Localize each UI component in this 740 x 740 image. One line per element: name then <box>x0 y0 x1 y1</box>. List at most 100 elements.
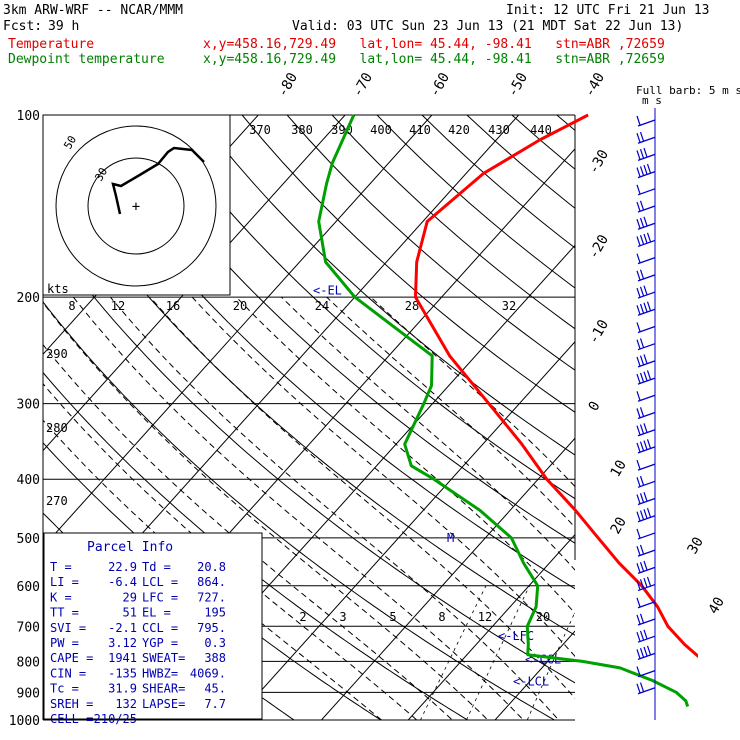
level-marker-el: <-EL <box>313 283 342 297</box>
wind-barb <box>636 560 656 574</box>
barb-feather <box>639 166 645 176</box>
pressure-tick-label: 200 <box>17 291 40 306</box>
parcel-value: 7.7 <box>204 697 226 711</box>
dry-adiabat <box>43 229 575 684</box>
barb-shaft <box>637 549 656 557</box>
wind-barbs: Full barb: 5 m sm s <box>636 84 740 720</box>
barb-shaft <box>637 566 656 574</box>
barb-feather <box>643 509 648 519</box>
barb-feather <box>643 233 648 244</box>
barb-shaft <box>637 136 656 144</box>
wind-barb <box>636 629 656 643</box>
barb-shaft <box>637 394 656 402</box>
wind-barb <box>636 322 656 334</box>
mixing-ratio-label: 12 <box>478 610 492 624</box>
dry-adiabat <box>43 156 575 636</box>
parcel-value: -6.4 <box>108 575 137 589</box>
parcel-value: 210/25 <box>94 712 137 726</box>
dewpoint-profile <box>317 114 690 707</box>
wind-barb <box>636 163 656 179</box>
barb-feather <box>643 147 648 158</box>
parcel-key: CCL = <box>142 621 178 635</box>
barb-shaft <box>637 343 656 351</box>
barb-feather <box>636 494 641 504</box>
wind-barb <box>636 423 656 437</box>
barb-feather <box>643 440 648 450</box>
barb-feather <box>643 629 648 639</box>
barb-shaft <box>637 239 656 248</box>
wind-barb <box>636 682 656 695</box>
moist-adiabat <box>235 296 575 615</box>
mixing-ratio-line <box>526 610 575 720</box>
barb-feather <box>636 459 641 470</box>
dry-adiabat-label: 270 <box>46 494 68 508</box>
moist-adiabat-lines <box>43 296 575 720</box>
barb-feather <box>636 425 641 435</box>
pressure-tick-label: 300 <box>17 398 40 413</box>
temperature-legend-info: x,y=458.16,729.49 lat,lon= 45.44, -98.41… <box>203 37 665 52</box>
parcel-key: CIN = <box>50 666 86 680</box>
barb-feather <box>636 649 641 659</box>
barb-feather <box>639 235 645 245</box>
isotherm-label: -20 <box>586 232 613 262</box>
pressure-tick-label: 600 <box>17 580 40 595</box>
barb-feather <box>639 217 645 228</box>
wind-barb <box>636 475 656 488</box>
hodograph-unit-label: kts <box>47 282 69 296</box>
dry-adiabat <box>106 115 575 544</box>
moist-adiabat <box>149 296 575 699</box>
mixing-ratio-label: 3 <box>339 610 346 624</box>
parcel-value: 132 <box>115 697 137 711</box>
barb-feather <box>639 131 645 142</box>
mixing-ratio-line <box>635 586 693 733</box>
barb-feather <box>639 355 645 365</box>
wind-barb <box>636 597 656 609</box>
level-marker-lfc: <-LFC <box>498 629 534 643</box>
isotherm-line <box>43 115 433 548</box>
wind-barb <box>636 200 656 213</box>
wind-barb <box>636 491 656 506</box>
barb-feather <box>636 150 641 160</box>
barb-feather <box>643 423 648 433</box>
barb-feather <box>636 511 641 521</box>
parcel-key: Tc = <box>50 682 79 696</box>
barb-shaft <box>637 687 656 695</box>
parcel-key: SVI = <box>50 621 86 635</box>
barb-feather <box>636 391 641 401</box>
theta-label: 380 <box>291 123 313 137</box>
hodograph-frame <box>42 114 231 296</box>
barb-feather <box>646 439 652 449</box>
parcel-key: Td = <box>142 560 171 574</box>
dry-adiabat <box>196 115 575 456</box>
parcel-value: 51 <box>123 606 137 620</box>
mixing-ratio-label: 20 <box>536 610 550 624</box>
hodograph-trace <box>111 146 205 215</box>
barb-shaft <box>637 205 656 213</box>
barb-feather <box>636 631 641 642</box>
barb-legend: Full barb: 5 m s <box>636 84 740 97</box>
barb-feather <box>636 477 641 487</box>
barb-feather <box>636 545 641 556</box>
parcel-value: 31.9 <box>108 682 137 696</box>
barb-feather <box>639 544 645 555</box>
parcel-value: 864. <box>197 575 226 589</box>
isotherm-label: 30 <box>685 534 707 557</box>
isotherm-label: -30 <box>586 147 613 177</box>
forecast-label: Fcst: <box>3 19 43 34</box>
wind-barb <box>636 528 656 540</box>
parcel-key: LAPSE= <box>142 697 185 711</box>
barb-shaft <box>637 291 656 299</box>
valid-time: Valid: 03 UTC Sun 23 Jun 13 (21 MDT Sat … <box>292 19 684 34</box>
barb-feather <box>636 270 641 281</box>
barb-feather <box>636 580 641 590</box>
wind-barb <box>636 269 656 282</box>
wind-barb <box>636 370 656 385</box>
barb-shaft <box>637 515 656 523</box>
wind-barb <box>636 115 656 127</box>
wind-barb <box>636 507 656 523</box>
barb-feather <box>643 646 648 657</box>
mixing-ratio-line <box>420 585 487 720</box>
parcel-value: 388 <box>204 651 226 665</box>
pressure-tick-label: 800 <box>17 655 40 670</box>
barb-feather <box>646 301 652 311</box>
